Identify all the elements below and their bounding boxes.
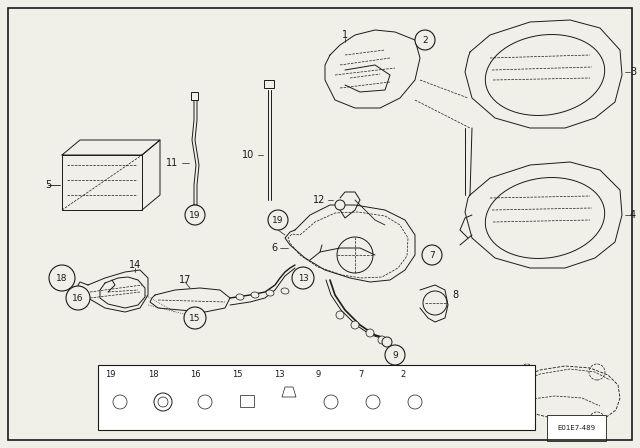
Text: 12: 12: [312, 195, 325, 205]
Text: 10: 10: [242, 150, 254, 160]
Text: 19: 19: [272, 215, 284, 224]
Text: 16: 16: [190, 370, 200, 379]
Text: 14: 14: [129, 260, 141, 270]
Text: 2: 2: [422, 35, 428, 44]
Text: 18: 18: [56, 273, 68, 283]
Bar: [98, 365, 535, 430]
Text: 2: 2: [400, 370, 405, 379]
Circle shape: [49, 265, 75, 291]
Ellipse shape: [190, 205, 200, 211]
Text: 19: 19: [189, 211, 201, 220]
Text: 18: 18: [148, 370, 159, 379]
Ellipse shape: [281, 288, 289, 294]
Text: 15: 15: [189, 314, 201, 323]
Text: 9: 9: [392, 350, 398, 359]
Ellipse shape: [266, 290, 274, 296]
Circle shape: [366, 329, 374, 337]
Text: 3: 3: [630, 67, 636, 77]
Text: 8: 8: [452, 290, 458, 300]
Text: 11: 11: [166, 158, 178, 168]
Circle shape: [335, 200, 345, 210]
Circle shape: [292, 267, 314, 289]
Text: 5: 5: [45, 180, 51, 190]
Text: 19: 19: [105, 370, 115, 379]
Circle shape: [336, 311, 344, 319]
Text: 4: 4: [630, 210, 636, 220]
Circle shape: [378, 336, 386, 344]
Circle shape: [185, 205, 205, 225]
Text: E01E7-489: E01E7-489: [557, 425, 595, 431]
Bar: [264, 80, 274, 88]
Text: 13: 13: [298, 273, 308, 283]
Text: 15: 15: [232, 370, 243, 379]
Circle shape: [351, 321, 359, 329]
Text: 1: 1: [342, 30, 348, 40]
Text: 6: 6: [272, 243, 278, 253]
Circle shape: [385, 345, 405, 365]
Circle shape: [184, 307, 206, 329]
Ellipse shape: [236, 294, 244, 300]
Text: 13: 13: [274, 370, 285, 379]
Circle shape: [66, 286, 90, 310]
Circle shape: [382, 337, 392, 347]
Ellipse shape: [251, 292, 259, 298]
Text: 7: 7: [358, 370, 364, 379]
Text: 17: 17: [179, 275, 191, 285]
Text: 9: 9: [316, 370, 321, 379]
Circle shape: [415, 30, 435, 50]
Text: 16: 16: [72, 293, 84, 302]
Circle shape: [422, 245, 442, 265]
Bar: [240, 395, 254, 407]
Bar: [191, 92, 198, 100]
Text: 7: 7: [429, 250, 435, 259]
Circle shape: [268, 210, 288, 230]
